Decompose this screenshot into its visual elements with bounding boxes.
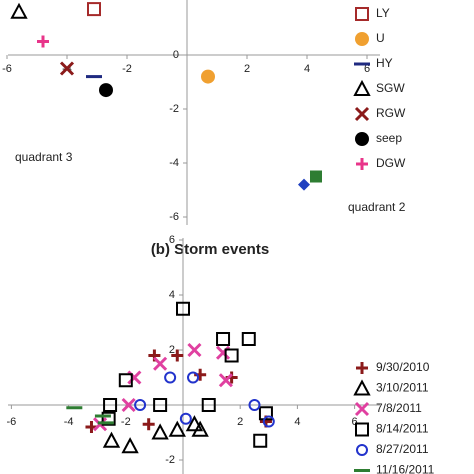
legend-label: DGW bbox=[376, 156, 406, 170]
x-tick-label: 2 bbox=[237, 416, 243, 428]
point bbox=[151, 423, 169, 440]
point bbox=[118, 373, 133, 388]
point bbox=[187, 371, 200, 384]
point bbox=[262, 415, 275, 428]
legend-symbol bbox=[354, 469, 370, 472]
legend-label: 9/30/2010 bbox=[376, 360, 430, 374]
chart-title: (b) Storm events bbox=[151, 241, 269, 258]
legend-symbol bbox=[354, 401, 370, 417]
point bbox=[142, 418, 155, 431]
point bbox=[87, 2, 101, 17]
x-tick-label: 4 bbox=[304, 63, 310, 75]
legend-label: RGW bbox=[376, 106, 406, 120]
point bbox=[194, 368, 207, 381]
legend-label: 11/16/2011 bbox=[376, 463, 435, 474]
legend-symbol bbox=[354, 106, 370, 122]
point bbox=[298, 178, 310, 191]
point bbox=[103, 398, 118, 412]
x-tick-label: 4 bbox=[294, 416, 300, 428]
point bbox=[99, 83, 113, 98]
point bbox=[185, 415, 204, 432]
y-tick-label: -2 bbox=[169, 103, 179, 115]
point bbox=[101, 411, 116, 426]
point bbox=[164, 371, 177, 384]
point bbox=[310, 170, 322, 183]
x-tick-label: -6 bbox=[7, 416, 17, 428]
legend-label: 8/27/2011 bbox=[376, 442, 429, 456]
x-tick-label: -4 bbox=[64, 416, 74, 428]
y-tick-label: 2 bbox=[169, 344, 175, 356]
point bbox=[102, 431, 121, 448]
point bbox=[134, 399, 147, 411]
legend-label: U bbox=[376, 31, 385, 45]
point bbox=[121, 437, 139, 454]
legend-symbol bbox=[356, 158, 368, 170]
legend-symbol bbox=[353, 79, 371, 96]
legend-symbol bbox=[355, 7, 369, 21]
x-tick-label: 6 bbox=[364, 63, 370, 75]
point bbox=[253, 433, 268, 448]
point bbox=[86, 75, 102, 79]
annotation: quadrant 2 bbox=[348, 200, 406, 214]
point bbox=[201, 69, 215, 84]
point bbox=[218, 373, 233, 388]
x-tick-label: -2 bbox=[122, 63, 132, 75]
point bbox=[121, 397, 136, 413]
point bbox=[216, 332, 231, 346]
x-tick-label: 2 bbox=[244, 63, 250, 75]
legend-symbol bbox=[355, 422, 369, 437]
point bbox=[97, 421, 114, 425]
point bbox=[94, 414, 111, 418]
legend-symbol bbox=[354, 62, 370, 66]
legend-label: LY bbox=[376, 6, 390, 20]
point bbox=[66, 406, 83, 410]
y-tick-label: -4 bbox=[169, 157, 179, 169]
point bbox=[176, 301, 190, 316]
legend-label: SGW bbox=[376, 81, 405, 95]
point bbox=[241, 332, 256, 346]
legend-label: HY bbox=[376, 56, 393, 70]
legend-label: 3/10/2011 bbox=[376, 381, 429, 395]
y-tick-label: 6 bbox=[169, 234, 175, 246]
legend-label: 7/8/2011 bbox=[376, 401, 422, 415]
x-tick-label: 6 bbox=[352, 416, 358, 428]
legend-label: 8/14/2011 bbox=[376, 422, 429, 436]
legend-symbol bbox=[355, 32, 369, 46]
y-tick-label: 0 bbox=[173, 49, 179, 61]
legend-symbol bbox=[356, 362, 368, 374]
point bbox=[248, 399, 261, 411]
point bbox=[10, 2, 28, 19]
point bbox=[153, 356, 168, 371]
y-tick-label: 4 bbox=[169, 289, 175, 301]
point bbox=[224, 348, 239, 363]
point bbox=[168, 420, 186, 437]
point bbox=[187, 342, 202, 358]
legend-symbol bbox=[356, 444, 368, 456]
point bbox=[201, 398, 216, 412]
legend-label: seep bbox=[376, 131, 402, 145]
annotation: quadrant 3 bbox=[15, 150, 73, 164]
point bbox=[59, 61, 75, 76]
point bbox=[37, 35, 49, 48]
x-tick-label: -2 bbox=[121, 416, 131, 428]
point bbox=[153, 398, 168, 412]
point bbox=[258, 406, 273, 421]
y-tick-label: -6 bbox=[169, 211, 179, 223]
y-tick-label: -2 bbox=[165, 454, 175, 466]
legend-symbol bbox=[355, 132, 369, 146]
point bbox=[179, 412, 192, 425]
point bbox=[171, 349, 184, 362]
legend-symbol bbox=[353, 379, 371, 396]
x-tick-label: -6 bbox=[2, 63, 12, 75]
